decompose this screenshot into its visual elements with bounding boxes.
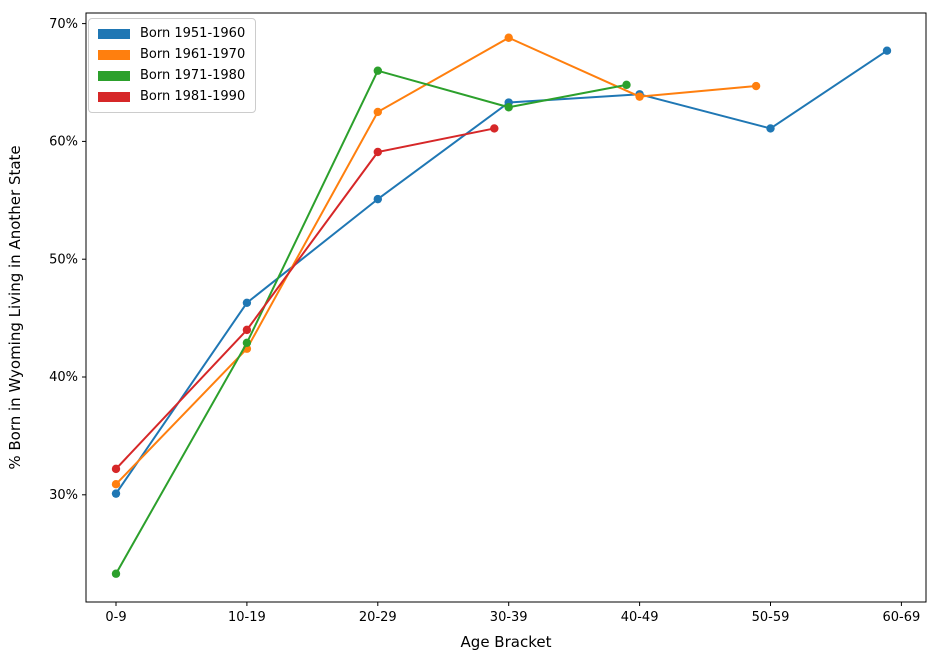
data-point [373, 194, 382, 204]
plot-area: 30% 40% 50% 60% 70% 0-9 10-19 20-29 30-39 40-49 50… [49, 12, 927, 625]
legend: Born 1951-1960 Born 1961-1970 Born 1971-19… [88, 18, 257, 113]
legend-label: Born 1961-1970 [140, 47, 246, 62]
legend-item: Born 1951-1960 [98, 25, 245, 43]
y-tick-label: 30% [49, 488, 78, 503]
data-point [111, 489, 121, 498]
data-point [373, 66, 382, 75]
x-axis-label: Age Bracket [461, 633, 552, 651]
data-point [373, 147, 382, 157]
y-axis-label: % Born in Wyoming Living in Another Stat… [6, 145, 24, 469]
y-tick-label: 50% [49, 252, 78, 267]
series-line-born-1971-1980 [115, 69, 628, 575]
data-point [242, 298, 252, 307]
legend-label: Born 1981-1990 [140, 89, 246, 104]
data-point [111, 569, 121, 578]
x-tick-label: 50-59 [752, 610, 790, 625]
legend-item: Born 1961-1970 [98, 46, 245, 64]
data-point [504, 33, 513, 42]
legend-swatch-icon [98, 29, 130, 39]
legend-swatch-icon [98, 50, 130, 60]
legend-swatch-icon [98, 71, 130, 81]
y-tick-label: 40% [49, 370, 78, 385]
y-tick-label: 70% [49, 17, 78, 32]
x-tick-label: 0-9 [105, 610, 126, 625]
legend-item: Born 1981-1990 [98, 88, 245, 106]
data-point [766, 124, 775, 133]
data-point [882, 46, 892, 55]
y-tick-label: 60% [49, 135, 78, 150]
series-line-born-1951-1960 [115, 49, 889, 495]
x-tick-label: 10-19 [228, 610, 266, 625]
legend-swatch-icon [98, 92, 130, 102]
x-tick-label: 60-69 [883, 610, 921, 625]
series-line-born-1981-1990 [115, 127, 496, 470]
data-point [504, 103, 513, 112]
data-point [751, 81, 761, 91]
x-tick-label: 30-39 [490, 610, 528, 625]
legend-label: Born 1951-1960 [140, 26, 246, 41]
data-point [490, 124, 499, 133]
data-point [622, 80, 631, 90]
data-point [111, 464, 121, 474]
data-point [111, 480, 121, 489]
data-point [242, 325, 252, 335]
data-point [635, 92, 644, 101]
series-line-born-1961-1970 [115, 36, 758, 486]
legend-label: Born 1971-1980 [140, 68, 246, 83]
legend-item: Born 1971-1980 [98, 67, 245, 85]
data-point [242, 338, 252, 348]
x-tick-label: 20-29 [359, 610, 397, 625]
x-tick-label: 40-49 [621, 610, 659, 625]
data-point [373, 107, 382, 117]
plot-border [85, 12, 927, 603]
